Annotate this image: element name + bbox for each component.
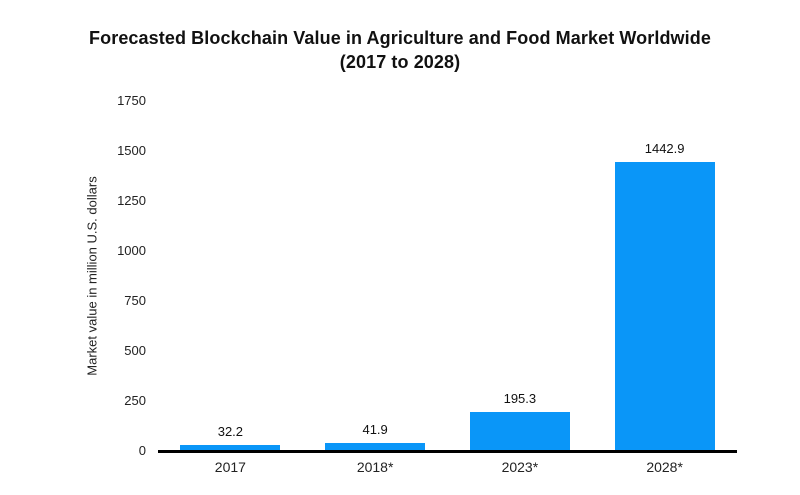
bar-2018*: [325, 443, 426, 451]
y-tick-label: 750: [124, 293, 146, 308]
bar-2023*: [469, 412, 570, 451]
bar-2017: [180, 445, 281, 451]
bar-value-label: 1442.9: [644, 141, 685, 156]
y-tick-label: 500: [124, 343, 146, 358]
bar-value-label: 41.9: [362, 422, 388, 437]
y-tick-label: 1500: [117, 143, 146, 158]
y-tick-label: 1250: [117, 193, 146, 208]
bar-value-label: 195.3: [503, 391, 537, 406]
y-tick-label: 250: [124, 393, 146, 408]
x-tick-label: 2017: [214, 459, 246, 475]
bar-2028*: [614, 162, 715, 451]
y-tick-label: 0: [138, 443, 146, 458]
y-tick-label: 1000: [117, 243, 146, 258]
x-tick-label: 2028*: [646, 459, 683, 475]
chart-title-line1: Forecasted Blockchain Value in Agricultu…: [89, 28, 711, 48]
chart-title-line2: (2017 to 2028): [339, 52, 461, 72]
x-tick-label: 2023*: [501, 459, 539, 475]
chart-title: Forecasted Blockchain Value in Agricultu…: [0, 26, 800, 74]
x-tick-label: 2018*: [356, 459, 394, 475]
bar-value-label: 32.2: [217, 424, 244, 439]
y-tick-label: 1750: [117, 93, 146, 108]
x-axis-line: [158, 450, 737, 453]
